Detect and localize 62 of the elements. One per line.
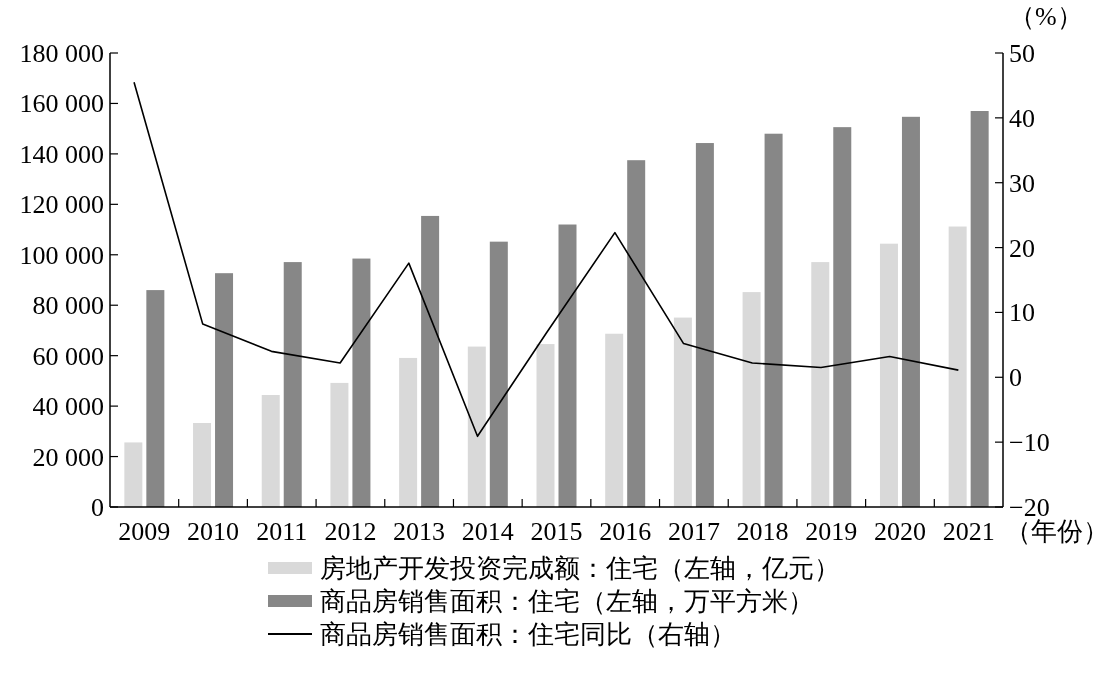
x-tick-label: 2015 (530, 517, 583, 546)
bar (605, 333, 624, 507)
y2-tick-label: 40 (1009, 103, 1035, 133)
y2-tick-label: −10 (1009, 428, 1050, 458)
y-tick-label: 0 (91, 493, 104, 522)
x-tick-label: 2009 (118, 517, 171, 546)
bar (467, 346, 486, 507)
bar (673, 317, 692, 507)
bar (399, 357, 418, 507)
bar (558, 224, 577, 507)
x-tick-label: 2019 (805, 517, 858, 546)
legend-label: 商品房销售面积：住宅同比（右轴） (320, 620, 736, 649)
x-tick-label: 2016 (599, 517, 652, 546)
y-tick-label: 40 000 (32, 392, 104, 422)
x-tick-label: 2017 (667, 517, 720, 546)
bar (489, 241, 508, 507)
bar (948, 226, 967, 507)
y2-tick-label: 10 (1009, 298, 1035, 328)
bar (627, 160, 646, 507)
y2-tick-label: 0 (1009, 363, 1022, 393)
y2-tick-label: 20 (1009, 233, 1035, 263)
bar (193, 423, 212, 507)
bar (352, 258, 371, 507)
x-axis-title: （年份） (1004, 517, 1109, 546)
bar (764, 133, 783, 507)
bar (330, 382, 349, 507)
y2-axis-title: （%） (1009, 2, 1083, 31)
y2-tick-label: 30 (1009, 168, 1035, 198)
bar (261, 395, 280, 507)
y-tick-label: 120 000 (19, 190, 104, 220)
y-tick-label: 180 000 (19, 39, 104, 68)
x-tick-label: 2011 (256, 517, 308, 546)
y-tick-label: 140 000 (19, 139, 104, 169)
x-tick-label: 2013 (393, 517, 446, 546)
x-tick-label: 2021 (942, 517, 995, 546)
bar (833, 127, 852, 507)
bar (215, 273, 234, 507)
bar (901, 116, 920, 507)
bar (124, 442, 143, 507)
bar (970, 111, 989, 507)
y-tick-label: 80 000 (32, 291, 104, 321)
bar (283, 262, 302, 507)
y-tick-label: 60 000 (32, 341, 104, 371)
x-tick-label: 2012 (324, 517, 377, 546)
legend-label: 商品房销售面积：住宅（左轴，万平方米） (320, 587, 814, 616)
bar (421, 215, 440, 507)
x-tick-label: 2014 (461, 517, 514, 546)
bar (879, 243, 898, 507)
x-tick-label: 2018 (736, 517, 789, 546)
bar (695, 143, 714, 507)
bar (811, 262, 830, 507)
y-tick-label: 20 000 (32, 442, 104, 472)
y2-tick-label: 50 (1009, 39, 1035, 68)
x-tick-label: 2010 (187, 517, 240, 546)
y-tick-label: 100 000 (19, 240, 104, 270)
bar (536, 344, 555, 507)
y-tick-label: 160 000 (19, 89, 104, 119)
x-tick-label: 2020 (873, 517, 926, 546)
legend-label: 房地产开发投资完成额：住宅（左轴，亿元） (320, 554, 840, 583)
bar (742, 292, 761, 507)
bar (146, 290, 165, 507)
line-series (133, 81, 960, 438)
